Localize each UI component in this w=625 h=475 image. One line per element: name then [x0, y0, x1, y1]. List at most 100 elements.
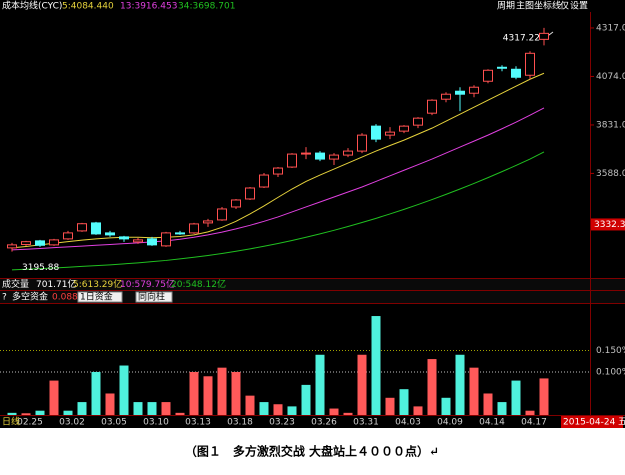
volume-info: 20:548.12亿 [171, 278, 226, 290]
toolbar-button[interactable]: 主图 [516, 0, 534, 12]
candle-body [49, 239, 59, 246]
candle-body [525, 52, 535, 76]
candle-body [427, 99, 437, 114]
toolbar-button[interactable]: 周期 [497, 1, 515, 12]
bar [273, 404, 283, 415]
bar [511, 380, 521, 415]
candle-body [371, 125, 381, 140]
bar [329, 408, 339, 415]
candle-body [469, 86, 479, 94]
bar [483, 393, 493, 415]
indicator-title: 多空资金 [12, 291, 48, 303]
x-tick-label: 03.23 [269, 418, 295, 428]
bar [35, 410, 45, 415]
candle-body [259, 174, 269, 188]
y-tick-label: 4074.0 [596, 72, 625, 82]
chart-title: 成本均线(CYC) [2, 0, 62, 12]
candle-body [147, 238, 157, 246]
y-tick-label: 3588.0 [596, 169, 625, 179]
bar [49, 380, 59, 415]
candle-body [413, 117, 423, 126]
x-tick-label: 03.31 [353, 418, 379, 428]
candle-body [77, 223, 87, 232]
candle-body [483, 69, 493, 82]
annotation: 4317.22 [503, 33, 540, 43]
bar [399, 389, 409, 415]
bar [315, 354, 325, 415]
bar [119, 365, 129, 415]
legend-entry: 5:4084.440 [62, 2, 114, 12]
legend-entry: 13:3916.453 [120, 2, 177, 12]
volume-info: 701.71亿 [36, 278, 77, 290]
bar [175, 412, 185, 415]
candle-body [119, 236, 129, 240]
x-tick-label: 04.14 [479, 418, 505, 428]
period-label: 日线 [2, 416, 20, 428]
bar [77, 402, 87, 415]
candle-body [301, 152, 311, 155]
x-tick-label: 03.13 [185, 418, 211, 428]
volume-info: 10:579.75亿 [120, 278, 175, 290]
dropdown[interactable] [77, 291, 123, 303]
candle-body [245, 187, 255, 200]
bar [259, 402, 269, 415]
bar [357, 354, 367, 415]
x-tick-label: 03.26 [311, 418, 337, 428]
bar [469, 367, 479, 415]
help-icon: ? [2, 293, 7, 303]
date-badge: 2015-04-24 五 [563, 418, 625, 428]
candle-body [497, 66, 507, 69]
candle-body [511, 68, 521, 78]
x-tick-label: 03.18 [227, 418, 253, 428]
candle-body [455, 90, 465, 95]
candle-body [91, 222, 101, 235]
bar [161, 402, 171, 415]
bar [7, 412, 17, 415]
bar [385, 397, 395, 415]
dropdown-label[interactable]: 同向柱 [138, 291, 165, 303]
date-badge-box [561, 416, 623, 428]
toolbar-button[interactable]: 坐标线 [534, 0, 561, 12]
bar [147, 402, 157, 415]
candle-body [357, 134, 367, 152]
bar [21, 413, 31, 415]
candle-body [273, 167, 283, 175]
candle-body [203, 220, 213, 224]
y-tick-label: 4317.0 [596, 23, 625, 33]
bar [231, 371, 241, 415]
candle-body [21, 241, 31, 245]
indicator-value: 0.088% [52, 293, 87, 303]
bar [497, 402, 507, 415]
y-tick-label: 3831.0 [596, 120, 625, 130]
candle-body [399, 125, 409, 132]
price-marker-label: 3332.3 [594, 220, 625, 230]
bar [189, 371, 199, 415]
candle-body [63, 232, 73, 240]
price-marker-box [591, 218, 625, 231]
dropdown[interactable] [135, 291, 173, 303]
candle-body [315, 152, 325, 160]
toolbar-button[interactable]: 设置 [570, 1, 588, 12]
candle-body [441, 93, 451, 100]
candle-body [329, 154, 339, 160]
x-tick-label: 04.17 [521, 418, 547, 428]
toolbar-button[interactable]: 仅 [560, 0, 569, 12]
candle-body [343, 150, 353, 156]
ma-line [11, 151, 545, 271]
bar [91, 371, 101, 415]
candle-body [287, 153, 297, 168]
ma-line [11, 72, 545, 249]
candle-body [175, 232, 185, 235]
bar [343, 412, 353, 415]
bar [441, 397, 451, 415]
bar [413, 406, 423, 415]
bar [105, 393, 115, 415]
bar [455, 354, 465, 415]
y-tick-label: 0.100% [596, 367, 625, 377]
bar [217, 367, 227, 415]
dropdown-label[interactable]: 1日资金 [80, 291, 113, 303]
candle-body [133, 239, 143, 243]
bar [203, 376, 213, 415]
bar [539, 378, 549, 415]
